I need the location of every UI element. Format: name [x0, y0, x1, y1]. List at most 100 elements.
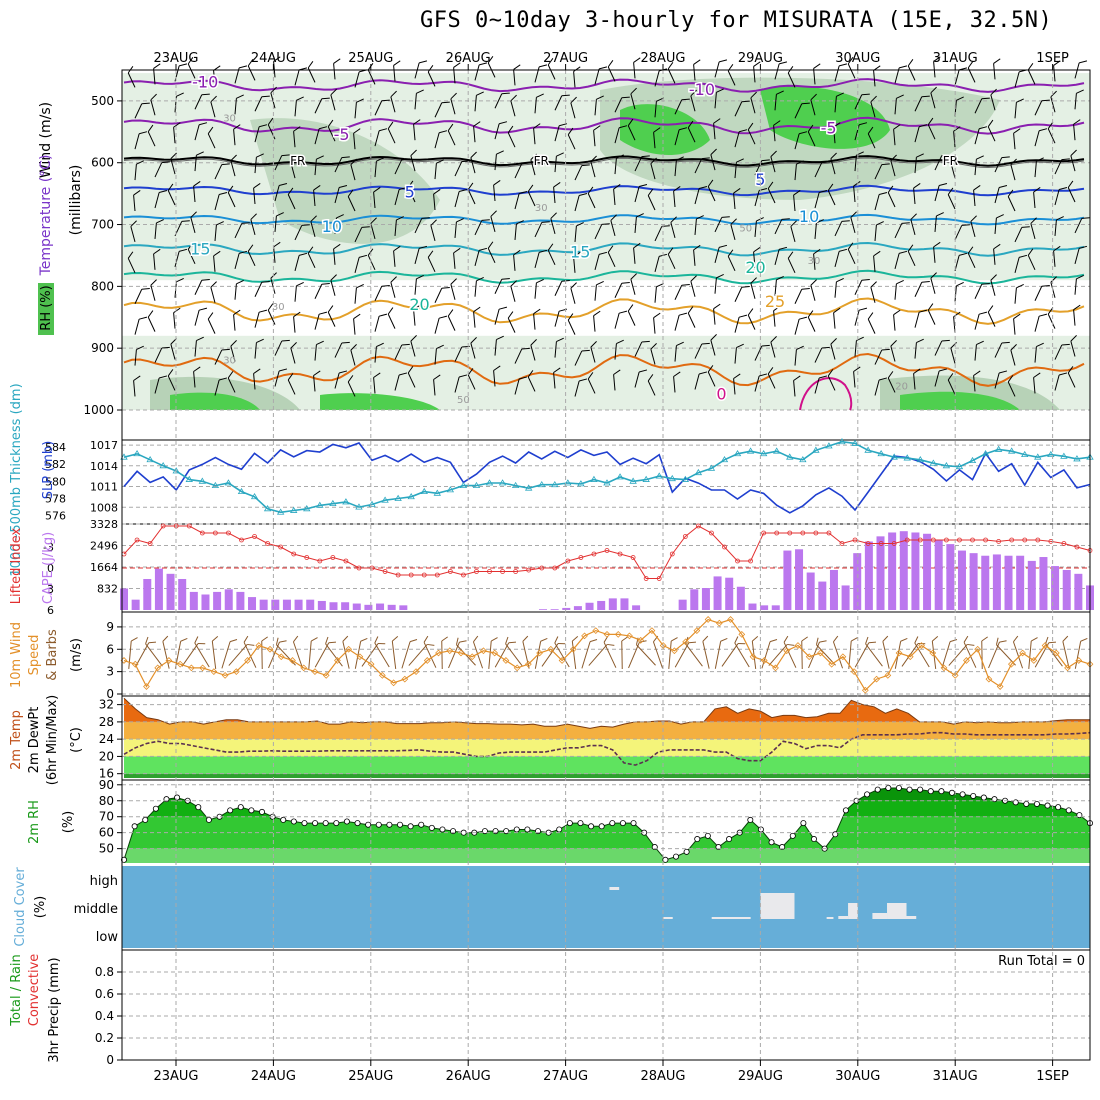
- thickness-marker: [564, 479, 572, 486]
- wind-barb-flag: [159, 190, 168, 194]
- wind10m-barb: [275, 637, 296, 666]
- wind-barb-shaft: [747, 314, 756, 330]
- wind-barb-shaft: [390, 96, 396, 113]
- thickness-marker: [381, 496, 389, 503]
- wind10m-barb-flag: [868, 641, 877, 644]
- wind-barb-shaft: [710, 154, 716, 171]
- wind10m-barb-flag: [882, 635, 889, 642]
- rh2m-marker: [195, 804, 202, 811]
- wind-barb-shaft: [873, 70, 876, 87]
- rh2m-marker: [789, 832, 796, 839]
- wind10m-speed-marker: [671, 647, 678, 655]
- thickness-marker: [1073, 455, 1081, 462]
- wind-barb: [314, 340, 324, 361]
- wind10m-barb-shaft: [174, 641, 182, 669]
- wind-barb-shaft: [614, 127, 620, 144]
- wind-barb: [590, 341, 597, 363]
- wind-barb: [734, 129, 748, 148]
- wind-barb-flag: [347, 189, 354, 197]
- wind-barb: [253, 368, 261, 390]
- wind-barb-shaft: [134, 289, 143, 304]
- rh2m-marker: [609, 820, 616, 827]
- wind10m-barb-shaft: [832, 641, 844, 669]
- wind-barb-flag: [296, 96, 304, 101]
- wind-barb: [134, 288, 150, 304]
- wind-barb: [454, 189, 468, 208]
- wind10m-barb: [354, 638, 368, 669]
- wind-barb-flag: [621, 96, 630, 99]
- wind-barb-shaft: [653, 317, 656, 334]
- wind-barb-shaft: [254, 126, 260, 143]
- wind-barb-flag: [433, 189, 441, 195]
- wind10m-barb-flag: [981, 636, 988, 642]
- wind-barb: [594, 66, 608, 85]
- wind-barb: [653, 312, 661, 334]
- wind-barb: [1007, 189, 1016, 212]
- lifted-index-marker: [604, 548, 610, 553]
- wind10m-barb-shaft: [308, 641, 312, 669]
- wind10m-barb-shaft: [685, 643, 703, 667]
- wind-barb-flag: [539, 249, 548, 253]
- wind10m-barb: [374, 636, 390, 668]
- rh2m-marker: [322, 820, 329, 827]
- wind-barb: [854, 336, 864, 357]
- wind-barb-flag: [219, 377, 228, 381]
- lifted-index-marker: [1022, 537, 1028, 543]
- wind-barb-flag: [436, 344, 444, 350]
- wind-barb-flag: [770, 336, 777, 343]
- wind10m-barb-shaft: [571, 641, 577, 669]
- wind-barb-shaft: [887, 192, 896, 208]
- wind-barb-shaft: [494, 309, 500, 325]
- thickness-marker: [224, 479, 233, 486]
- wind-barb-flag: [410, 149, 417, 156]
- wind-barb: [130, 220, 137, 243]
- temp-label: 20: [99, 749, 114, 763]
- wind-barb: [334, 156, 350, 173]
- thickness-marker: [746, 447, 755, 454]
- wind-barb-shaft: [570, 288, 576, 304]
- wind-barb: [527, 184, 536, 207]
- wind-barb: [234, 279, 244, 300]
- wind-barb-shaft: [314, 344, 317, 361]
- cape-bar: [550, 609, 559, 610]
- wind-barb-flag: [930, 272, 937, 279]
- wind-barb: [510, 280, 517, 302]
- wind-barb: [973, 185, 981, 207]
- wind-barb-flag: [830, 152, 837, 159]
- wind-barb-shaft: [194, 94, 203, 110]
- wind-barb-shaft: [914, 157, 917, 174]
- wind10m-barb: [505, 636, 523, 667]
- wind-barb: [613, 184, 621, 206]
- wind-barb-shaft: [1034, 100, 1043, 116]
- wind10m-barb-shaft: [636, 644, 656, 666]
- wind-barb: [154, 219, 164, 239]
- wind-barb-shaft: [633, 247, 636, 264]
- wind10m-barb-flag: [571, 636, 579, 642]
- wind-barb-shaft: [734, 347, 737, 364]
- wind-barb-flag: [630, 273, 637, 280]
- wind-barb: [930, 272, 937, 294]
- wind-barb-flag: [610, 214, 617, 221]
- wind-barb-shaft: [154, 162, 163, 178]
- wind-barb-flag: [567, 313, 574, 321]
- wind-barb-shaft: [914, 126, 920, 143]
- wind10m-barb-flag: [603, 635, 609, 643]
- rh2m-unit-label: (%): [61, 811, 76, 834]
- wind-barb: [214, 348, 230, 365]
- wind-barb-flag: [733, 188, 741, 194]
- lifted-index-marker: [474, 569, 479, 574]
- wind-barb-shaft: [194, 155, 197, 172]
- wind-barb-shaft: [387, 313, 396, 329]
- wind-barb: [547, 243, 556, 266]
- wind-barb-shaft: [873, 255, 876, 272]
- wind10m-barb: [488, 637, 498, 669]
- wind-barb-flag: [930, 86, 937, 94]
- wind-barb-flag: [593, 310, 601, 317]
- wind-barb-shaft: [554, 341, 557, 358]
- precip-label: 0.8: [95, 965, 114, 979]
- cape-bar: [213, 591, 222, 610]
- wind-barb-shaft: [470, 342, 476, 359]
- wind-barb: [207, 312, 216, 334]
- wind-barb-shaft: [494, 123, 500, 140]
- wind-barb-flag: [570, 282, 577, 289]
